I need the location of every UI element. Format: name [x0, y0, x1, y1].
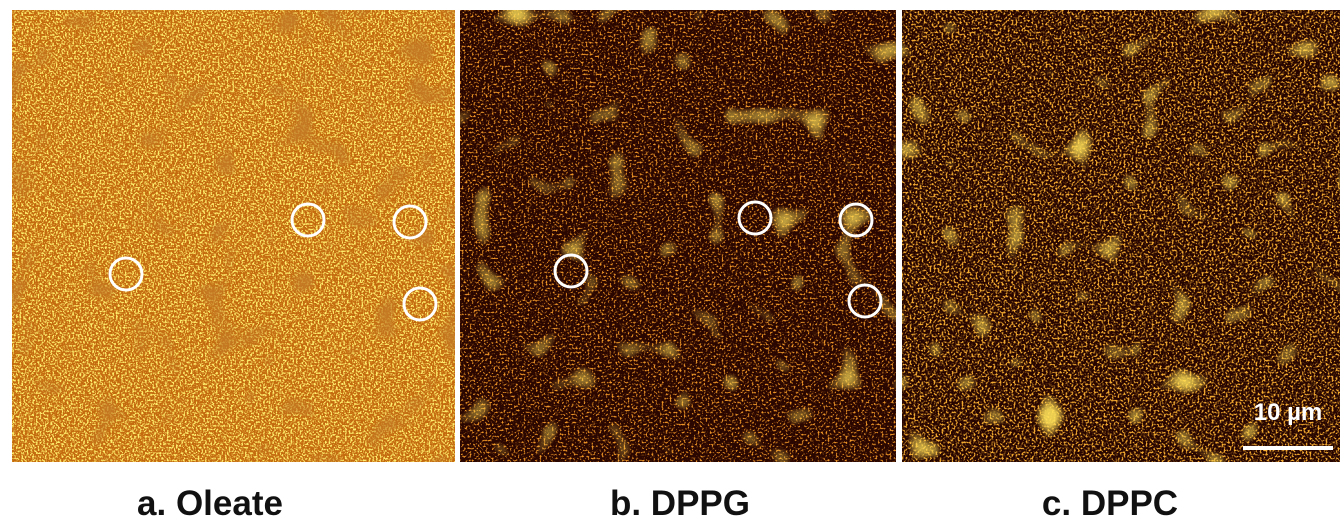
marker-circle — [392, 204, 428, 240]
marker-circle — [838, 202, 874, 238]
panel-a — [12, 10, 455, 462]
marker-circle — [108, 256, 144, 292]
panel-c: 10 µm — [902, 10, 1340, 462]
panel-label: b. DPPG — [610, 484, 750, 523]
panel-b — [460, 10, 896, 462]
panel-label: c. DPPC — [1042, 484, 1178, 523]
panel-c-domains — [902, 10, 1340, 462]
scale-bar-label: 10 µm — [1254, 399, 1323, 426]
marker-circle — [847, 283, 883, 319]
panel-label: a. Oleate — [137, 484, 283, 523]
marker-circle — [290, 202, 326, 238]
panel-b-domains — [460, 10, 896, 462]
marker-circle — [553, 253, 589, 289]
marker-circle — [737, 200, 773, 236]
panel-a-dark-regions — [12, 10, 455, 462]
marker-circle — [402, 286, 438, 322]
